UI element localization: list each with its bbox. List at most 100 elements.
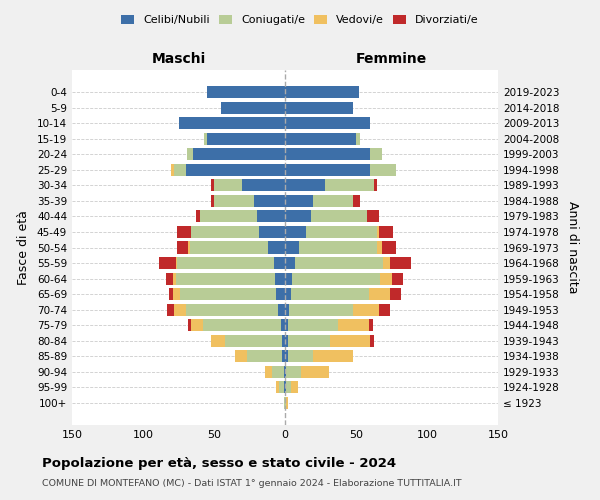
Text: Popolazione per età, sesso e stato civile - 2024: Popolazione per età, sesso e stato civil… xyxy=(42,458,396,470)
Bar xyxy=(285,148,370,160)
Bar xyxy=(288,334,331,346)
Bar xyxy=(277,381,280,394)
Bar xyxy=(369,319,373,331)
Bar xyxy=(290,288,369,300)
Bar xyxy=(185,164,285,176)
Bar xyxy=(177,226,191,238)
Bar xyxy=(285,210,311,222)
Bar xyxy=(188,242,190,254)
Bar xyxy=(313,195,353,207)
Bar xyxy=(292,272,380,284)
Bar xyxy=(285,242,299,254)
Bar xyxy=(285,257,295,269)
Bar xyxy=(265,366,272,378)
Bar xyxy=(380,272,392,284)
Bar xyxy=(286,381,290,394)
Bar xyxy=(286,396,288,409)
Bar xyxy=(207,132,285,145)
Bar xyxy=(285,381,286,394)
Bar xyxy=(247,350,282,362)
Bar xyxy=(289,304,353,316)
Bar xyxy=(176,272,275,284)
Bar xyxy=(288,350,313,362)
Bar xyxy=(278,304,285,316)
Bar xyxy=(338,319,369,331)
Bar xyxy=(325,180,374,192)
Bar xyxy=(356,132,360,145)
Bar xyxy=(290,381,298,394)
Text: Maschi: Maschi xyxy=(151,52,206,66)
Bar xyxy=(285,195,313,207)
Bar xyxy=(235,350,247,362)
Bar xyxy=(285,319,288,331)
Bar xyxy=(158,257,176,269)
Bar xyxy=(313,350,353,362)
Bar xyxy=(191,226,259,238)
Bar xyxy=(370,164,396,176)
Bar xyxy=(179,117,285,130)
Bar xyxy=(390,288,401,300)
Bar xyxy=(281,319,285,331)
Bar xyxy=(285,334,288,346)
Bar xyxy=(268,242,285,254)
Bar xyxy=(177,257,274,269)
Bar xyxy=(176,257,177,269)
Bar xyxy=(214,180,242,192)
Bar xyxy=(193,148,285,160)
Bar xyxy=(285,102,353,114)
Bar xyxy=(254,195,285,207)
Bar xyxy=(285,288,290,300)
Bar xyxy=(275,272,285,284)
Bar xyxy=(282,350,285,362)
Bar xyxy=(285,366,286,378)
Bar xyxy=(369,288,390,300)
Bar xyxy=(284,396,285,409)
Bar xyxy=(211,180,214,192)
Bar xyxy=(284,366,285,378)
Bar xyxy=(221,102,285,114)
Text: COMUNE DI MONTEFANO (MC) - Dati ISTAT 1° gennaio 2024 - Elaborazione TUTTITALIA.: COMUNE DI MONTEFANO (MC) - Dati ISTAT 1°… xyxy=(42,479,461,488)
Bar xyxy=(288,319,338,331)
Bar xyxy=(311,210,367,222)
Bar xyxy=(382,242,396,254)
Bar xyxy=(285,180,325,192)
Bar xyxy=(379,304,390,316)
Bar xyxy=(285,304,289,316)
Bar xyxy=(174,304,185,316)
Bar xyxy=(211,334,226,346)
Bar xyxy=(280,381,284,394)
Bar xyxy=(285,132,356,145)
Bar xyxy=(169,288,173,300)
Bar xyxy=(383,257,390,269)
Bar xyxy=(284,381,285,394)
Bar xyxy=(390,257,412,269)
Bar xyxy=(331,334,370,346)
Bar xyxy=(285,117,370,130)
Bar xyxy=(282,334,285,346)
Bar xyxy=(370,334,374,346)
Bar xyxy=(377,242,382,254)
Bar xyxy=(200,210,257,222)
Bar xyxy=(285,350,288,362)
Bar xyxy=(214,195,254,207)
Y-axis label: Anni di nascita: Anni di nascita xyxy=(566,201,579,294)
Bar xyxy=(367,210,379,222)
Bar xyxy=(285,226,307,238)
Bar xyxy=(379,226,393,238)
Bar xyxy=(166,272,173,284)
Bar xyxy=(167,304,174,316)
Legend: Celibi/Nubili, Coniugati/e, Vedovi/e, Divorziati/e: Celibi/Nubili, Coniugati/e, Vedovi/e, Di… xyxy=(117,10,483,30)
Bar xyxy=(301,366,329,378)
Bar xyxy=(272,366,284,378)
Bar xyxy=(259,226,285,238)
Bar xyxy=(191,319,203,331)
Bar xyxy=(295,257,383,269)
Bar xyxy=(377,226,379,238)
Bar xyxy=(207,86,285,99)
Bar xyxy=(177,242,188,254)
Text: Femmine: Femmine xyxy=(356,52,427,66)
Bar xyxy=(242,180,285,192)
Bar xyxy=(374,180,377,192)
Bar xyxy=(188,319,191,331)
Bar xyxy=(187,148,193,160)
